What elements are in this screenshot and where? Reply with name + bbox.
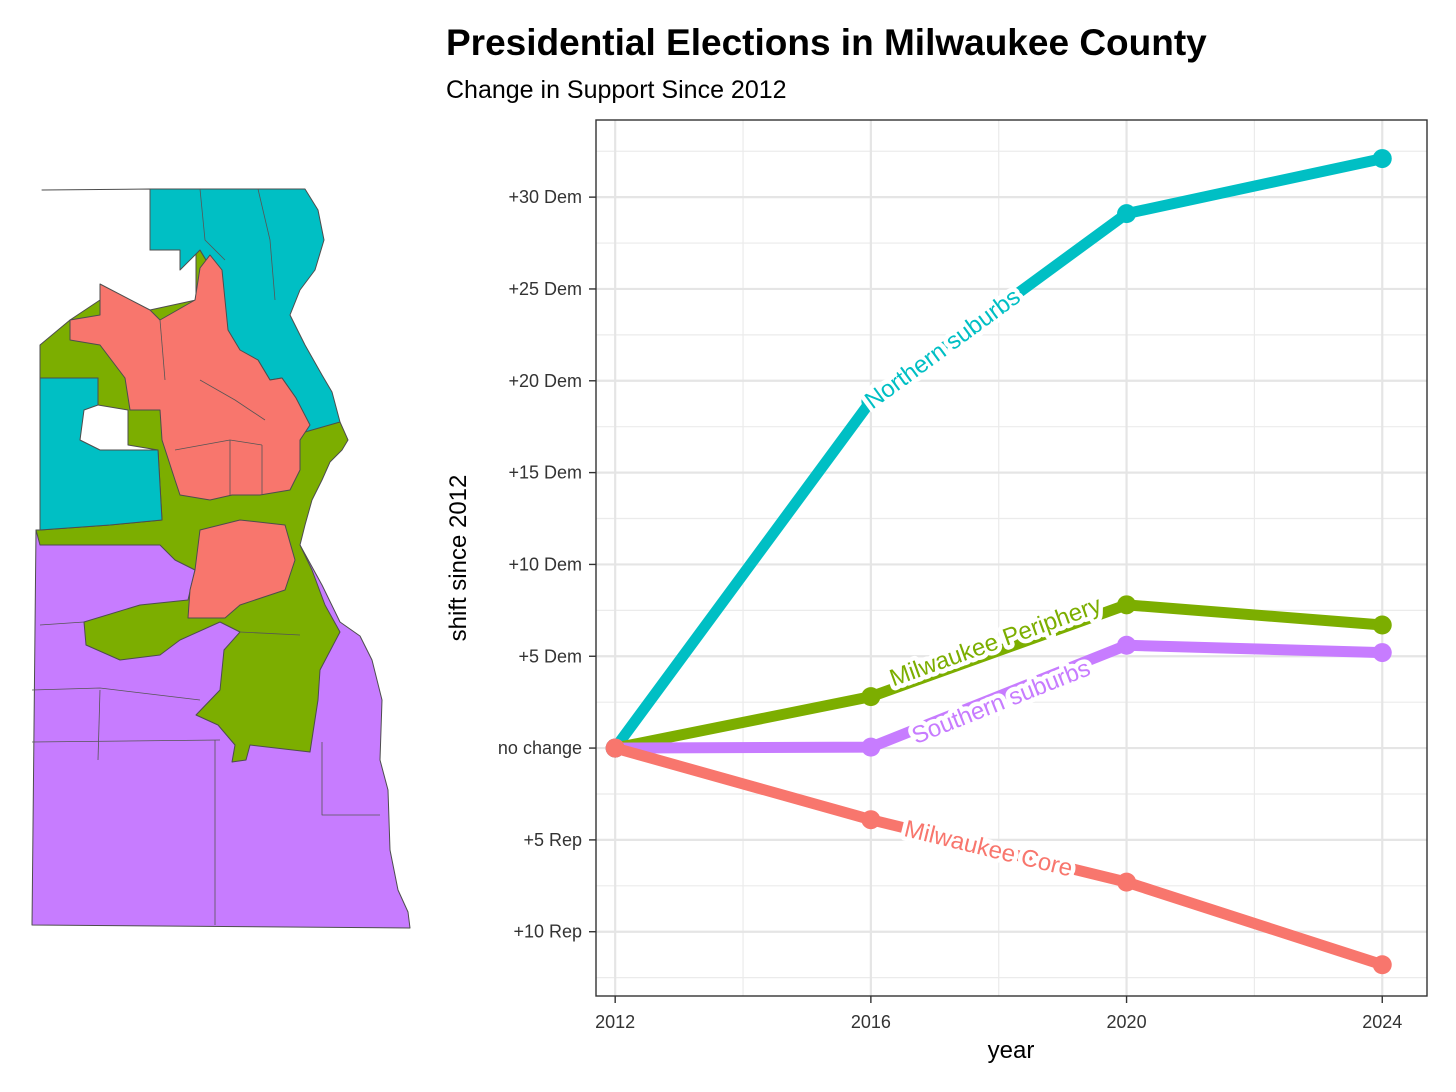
data-point-northern-suburbs	[861, 391, 881, 411]
y-tick-label: +5 Dem	[518, 646, 582, 666]
series-layer	[605, 149, 1392, 975]
data-point-milwaukee-core	[1372, 955, 1392, 975]
plot-panel-border	[595, 119, 1428, 997]
y-tick-label: +10 Dem	[508, 554, 582, 574]
x-tick-label: 2024	[1362, 1012, 1402, 1032]
county-map	[31, 188, 411, 929]
series-line-milwaukee-core	[609, 742, 1388, 971]
y-tick-label: +25 Dem	[508, 279, 582, 299]
y-tick-label: no change	[498, 738, 582, 758]
chart-subtitle: Change in Support Since 2012	[446, 76, 787, 104]
chart-title: Presidential Elections in Milwaukee Coun…	[446, 22, 1207, 63]
data-point-southern-suburbs	[861, 737, 881, 757]
y-tick-label: +15 Dem	[508, 463, 582, 483]
series-label-milwaukee-core: Milwaukee Core	[902, 815, 1076, 882]
data-point-northern-suburbs	[1372, 149, 1392, 169]
map-region-milwaukee-core-main	[69, 254, 311, 501]
data-point-northern-suburbs	[1117, 204, 1137, 224]
x-tick-label: 2020	[1107, 1012, 1147, 1032]
grid-minor	[596, 120, 1427, 996]
data-point-milwaukee-periphery	[1372, 615, 1392, 635]
series-label-northern-suburbs: Northern suburbs	[860, 283, 1026, 414]
data-point-milwaukee-core	[1117, 872, 1137, 892]
x-tick-label: 2012	[595, 1012, 635, 1032]
data-point-milwaukee-core	[605, 738, 625, 758]
y-tick-label: +30 Dem	[508, 187, 582, 207]
map-region-northern-suburbs-west	[39, 377, 163, 531]
data-point-southern-suburbs	[1117, 635, 1137, 655]
data-point-milwaukee-core	[861, 810, 881, 830]
y-tick-label: +5 Rep	[523, 830, 582, 850]
axis-ticks: +10 Rep +5 Rep no change +5 Dem +10 Dem +15 D…	[498, 187, 1402, 1032]
data-point-milwaukee-periphery	[1117, 595, 1137, 615]
map-region-milwaukee-core-south	[187, 519, 296, 619]
y-tick-label: +20 Dem	[508, 371, 582, 391]
y-tick-label: +10 Rep	[513, 922, 582, 942]
data-point-milwaukee-periphery	[861, 687, 881, 707]
series-line-milwaukee-periphery	[609, 599, 1388, 754]
y-axis-title: shift since 2012	[445, 475, 472, 642]
series-line-northern-suburbs	[609, 153, 1388, 754]
series-line-southern-suburbs	[609, 639, 1388, 754]
data-point-southern-suburbs	[1372, 643, 1392, 663]
x-tick-label: 2016	[851, 1012, 891, 1032]
x-axis-title: year	[988, 1037, 1035, 1064]
